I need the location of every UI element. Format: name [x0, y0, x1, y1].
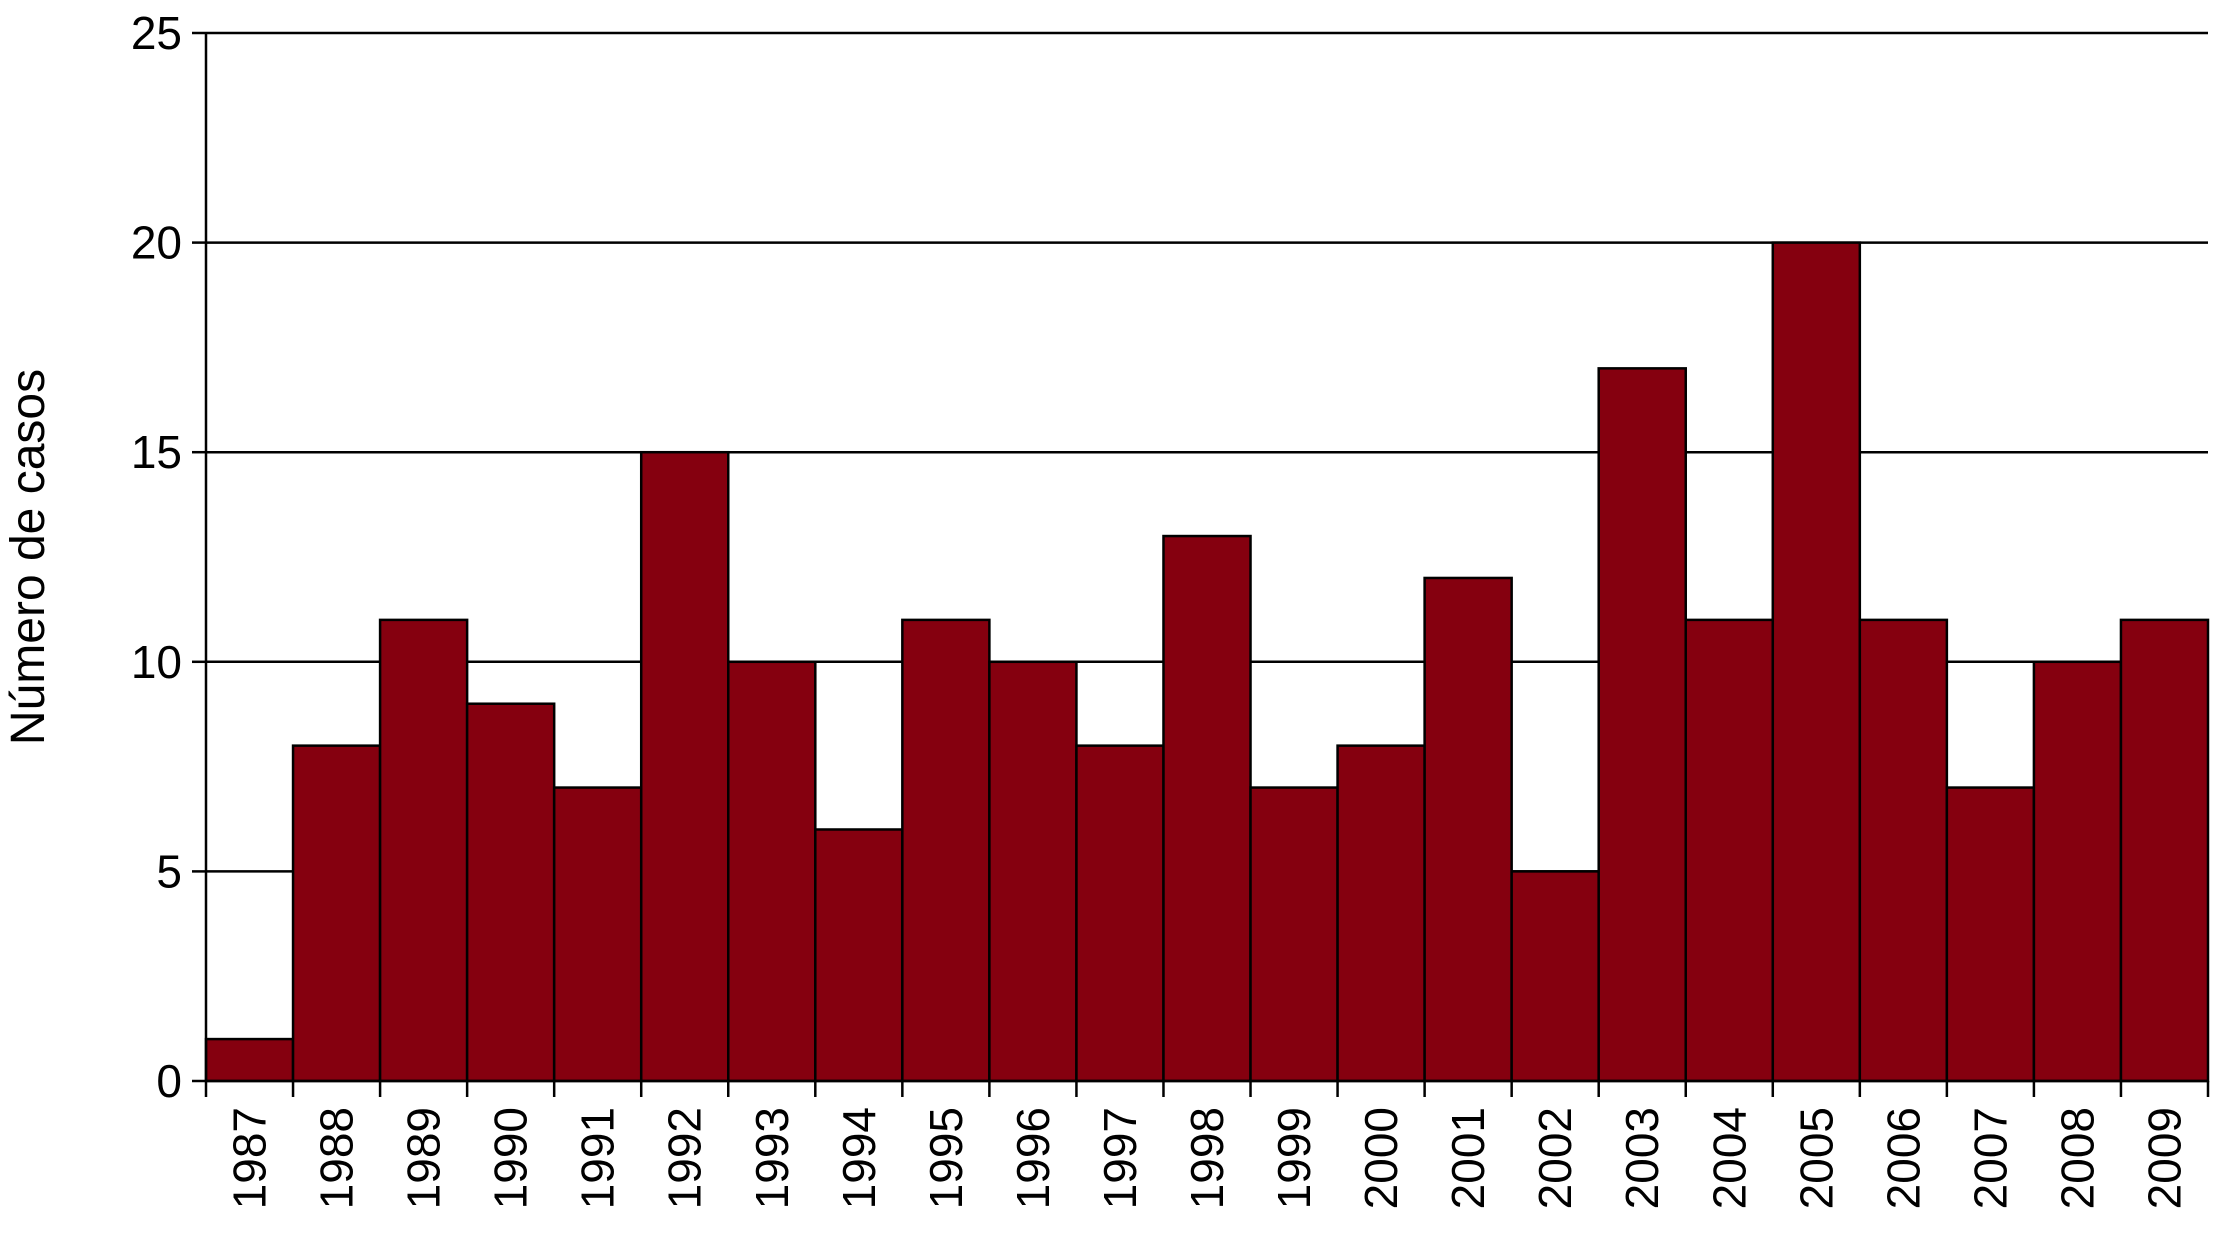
- bar-1992: [639, 450, 730, 1083]
- x-tick-label-1997: 1997: [1094, 1107, 1146, 1209]
- y-tick-labels: 0 5 10 15 20 25: [131, 7, 182, 1107]
- x-tick-label-1990: 1990: [485, 1107, 537, 1209]
- x-tick-label-1995: 1995: [920, 1107, 972, 1209]
- x-tick-label-2004: 2004: [1703, 1107, 1755, 1209]
- bar-1999: [1249, 786, 1339, 1083]
- y-tick-label: 5: [156, 845, 182, 897]
- bar-1988: [291, 744, 382, 1083]
- bar-1994: [814, 828, 904, 1083]
- x-tick-label-1991: 1991: [572, 1107, 624, 1209]
- axes: [192, 31, 2210, 1097]
- bar-2004: [1684, 618, 1775, 1083]
- x-tick-label-2000: 2000: [1355, 1107, 1407, 1209]
- x-tick-label-2009: 2009: [2138, 1107, 2190, 1209]
- bar-2007: [1945, 786, 2036, 1083]
- y-tick-label: 25: [131, 7, 182, 59]
- bar-2008: [2032, 660, 2123, 1083]
- x-tick-label-2007: 2007: [1964, 1107, 2016, 1209]
- x-tick-label-1999: 1999: [1268, 1107, 1320, 1209]
- x-tick-label-2006: 2006: [1877, 1107, 1929, 1209]
- y-tick-label: 15: [131, 426, 182, 478]
- x-tick-label-2008: 2008: [2051, 1107, 2103, 1209]
- y-tick-label: 10: [131, 636, 182, 688]
- bar-1998: [1162, 534, 1252, 1083]
- x-tick-label-2003: 2003: [1616, 1107, 1668, 1209]
- bars: [204, 241, 2210, 1083]
- x-tick-label-1993: 1993: [746, 1107, 798, 1209]
- y-tick-label: 20: [131, 217, 182, 269]
- x-tick-label-1987: 1987: [224, 1107, 276, 1209]
- bar-1993: [727, 660, 817, 1083]
- bar-1989: [378, 618, 469, 1083]
- bar-2005: [1771, 241, 1862, 1083]
- bar-2006: [1858, 618, 1949, 1083]
- x-tick-label-1994: 1994: [833, 1107, 885, 1209]
- x-tick-label-1992: 1992: [659, 1107, 711, 1209]
- bar-2001: [1423, 576, 1513, 1083]
- x-tick-labels: 1987 1988 1989 1990 1991 1992 1993 1994 1995 1996…: [224, 1107, 2191, 1209]
- x-tick-label-2001: 2001: [1442, 1107, 1494, 1209]
- x-tick-label-1996: 1996: [1007, 1107, 1059, 1209]
- x-tick-label-1998: 1998: [1181, 1107, 1233, 1209]
- bar-1987: [204, 1037, 295, 1083]
- bar-2002: [1510, 870, 1600, 1083]
- x-tick-label-2005: 2005: [1790, 1107, 1842, 1209]
- bar-1991: [552, 786, 643, 1083]
- y-tick-label: 0: [156, 1055, 182, 1107]
- bar-2009: [2119, 618, 2210, 1083]
- bar-1996: [988, 660, 1078, 1083]
- y-axis-label: Número de casos: [2, 369, 55, 745]
- x-tick-label-1989: 1989: [398, 1107, 450, 1209]
- bar-1990: [465, 702, 556, 1083]
- bar-1995: [901, 618, 991, 1083]
- bar-2000: [1336, 744, 1426, 1083]
- bar-2003: [1597, 367, 1687, 1083]
- x-tick-label-1988: 1988: [311, 1107, 363, 1209]
- x-tick-label-2002: 2002: [1529, 1107, 1581, 1209]
- bar-1997: [1075, 744, 1165, 1083]
